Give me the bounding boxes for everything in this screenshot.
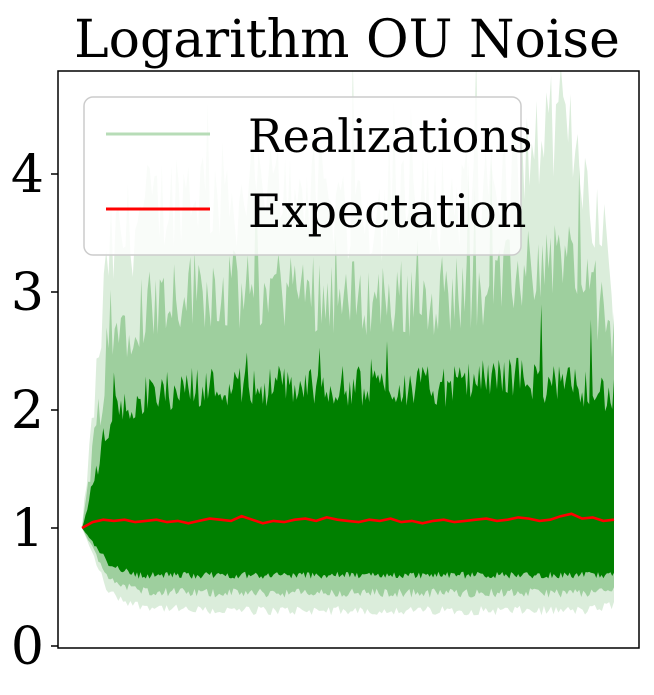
chart-title: Logarithm OU Noise (74, 10, 620, 70)
y-tick-label-3: 3 (11, 263, 44, 323)
y-tick-label-4: 4 (11, 145, 44, 205)
legend-label-expectation: Expectation (248, 184, 526, 238)
legend-box (83, 96, 522, 256)
y-axis: 0 1 2 3 4 (11, 145, 58, 677)
expectation-line (81, 512, 615, 530)
y-tick-label-0: 0 (11, 617, 44, 677)
legend-label-realizations: Realizations (248, 109, 533, 163)
legend: Realizations Expectation (83, 96, 533, 256)
plot-frame (57, 70, 640, 649)
y-tick-label-1: 1 (11, 499, 44, 559)
y-tick-label-2: 2 (11, 381, 44, 441)
realizations-envelope-core (82, 304, 614, 579)
